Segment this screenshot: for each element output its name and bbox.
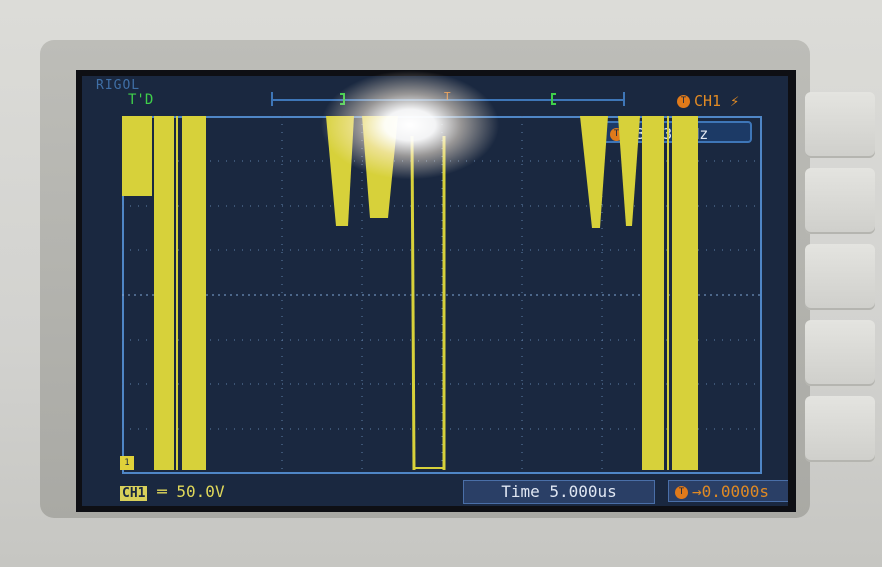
- trigger-offset-value: →0.0000s: [692, 482, 770, 501]
- softkey-1[interactable]: [805, 92, 875, 158]
- trigger-offset-readout: T →0.0000s: [668, 480, 788, 502]
- trigger-status: T'D: [128, 92, 154, 108]
- channel-name: CH1: [694, 92, 722, 110]
- trace-burst-left-b: [182, 116, 206, 470]
- trace-burst-left-top: [122, 116, 152, 196]
- softkey-5[interactable]: [805, 396, 875, 462]
- trace-ch1: [122, 116, 698, 471]
- trigger-icon: T: [675, 486, 688, 499]
- waveform-display: [122, 116, 762, 474]
- softkey-4[interactable]: [805, 320, 875, 386]
- channel-status: T CH1 ⚡: [677, 92, 739, 110]
- status-bar: CH1 ═ 50.0V Time 5.000us T →0.0000s: [120, 480, 788, 504]
- memory-position-bar: T: [271, 90, 625, 106]
- trace-burst-right-b: [672, 116, 698, 470]
- timebase-readout: Time 5.000us: [463, 480, 655, 504]
- memory-window-right-bracket: [551, 93, 556, 105]
- trace-ringing-3: [580, 116, 608, 228]
- softkey-3[interactable]: [805, 244, 875, 310]
- trigger-edge-icon: ⚡: [730, 92, 740, 110]
- dc-coupling-icon: ═: [157, 482, 167, 501]
- volts-per-div: 50.0V: [176, 482, 225, 501]
- trace-ringing-1: [326, 116, 354, 226]
- trace-burst-left-a: [154, 116, 174, 470]
- svg-text:T: T: [444, 90, 451, 103]
- ch1-ground-marker: 1: [120, 456, 134, 470]
- trigger-icon: T: [677, 95, 690, 108]
- softkey-2[interactable]: [805, 168, 875, 234]
- trace-burst-right-a: [642, 116, 664, 470]
- trace-ringing-4: [618, 116, 640, 226]
- brand-label: RIGOL: [96, 78, 141, 93]
- channel-scale: CH1 ═ 50.0V: [120, 482, 225, 501]
- trace-ringing-2: [362, 116, 398, 218]
- trace-pulse-left: [410, 135, 416, 471]
- channel-tag: CH1: [120, 486, 148, 501]
